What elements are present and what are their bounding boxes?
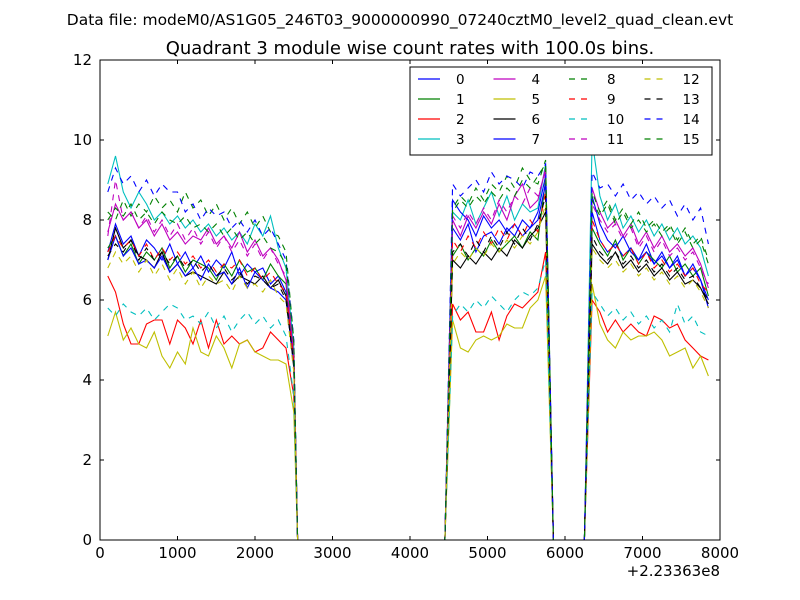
- legend-label-2: 2: [456, 112, 465, 128]
- series-line-8: [107, 159, 709, 540]
- y-tick-label: 6: [82, 291, 92, 309]
- y-tick-label: 8: [82, 211, 92, 229]
- legend-label-3: 3: [456, 132, 465, 148]
- x-tick-label: 7000: [623, 544, 661, 562]
- y-tick-label: 4: [82, 371, 92, 389]
- series-line-4: [107, 167, 709, 540]
- legend-label-4: 4: [532, 72, 541, 88]
- y-tick-label: 12: [73, 51, 92, 69]
- x-tick-label: 3000: [313, 544, 351, 562]
- x-tick-label: 2000: [236, 544, 274, 562]
- legend-label-13: 13: [683, 92, 700, 108]
- series-line-1: [107, 179, 709, 540]
- series-line-9: [107, 191, 709, 540]
- x-tick-label: 1000: [158, 544, 196, 562]
- series-layer: [107, 139, 709, 540]
- series-line-3: [107, 139, 709, 540]
- legend-label-5: 5: [532, 92, 541, 108]
- x-tick-label: 4000: [391, 544, 429, 562]
- x-tick-label: 8000: [701, 544, 739, 562]
- chart-suptitle: Data file: modeM0/AS1G05_246T03_90000009…: [67, 11, 733, 30]
- legend-label-6: 6: [532, 112, 541, 128]
- legend-label-8: 8: [607, 72, 616, 88]
- y-tick-label: 2: [82, 451, 92, 469]
- x-tick-label: 0: [95, 544, 105, 562]
- legend-label-9: 9: [607, 92, 616, 108]
- ticks-layer: 0 1000 2000 3000 4000 5000 6000 7000 80000246810…: [73, 51, 739, 562]
- legend-label-7: 7: [532, 132, 541, 148]
- legend-label-11: 11: [607, 132, 624, 148]
- series-line-11: [107, 171, 709, 540]
- legend-label-0: 0: [456, 72, 465, 88]
- x-tick-label: 6000: [546, 544, 584, 562]
- y-tick-label: 0: [82, 531, 92, 549]
- legend-label-10: 10: [607, 112, 624, 128]
- x-offset-label: +2.23363e8: [627, 562, 720, 580]
- series-line-7: [107, 183, 709, 540]
- series-line-12: [107, 203, 709, 540]
- y-tick-label: 10: [73, 131, 92, 149]
- series-line-6: [107, 211, 709, 540]
- legend-label-15: 15: [683, 132, 700, 148]
- legend-label-12: 12: [683, 72, 700, 88]
- chart-title: Quadrant 3 module wise count rates with …: [166, 38, 655, 59]
- legend-label-1: 1: [456, 92, 465, 108]
- series-line-2: [107, 251, 709, 540]
- x-tick-label: 5000: [468, 544, 506, 562]
- series-line-5: [107, 275, 709, 540]
- legend-box: [409, 66, 713, 156]
- legend-label-14: 14: [683, 112, 700, 128]
